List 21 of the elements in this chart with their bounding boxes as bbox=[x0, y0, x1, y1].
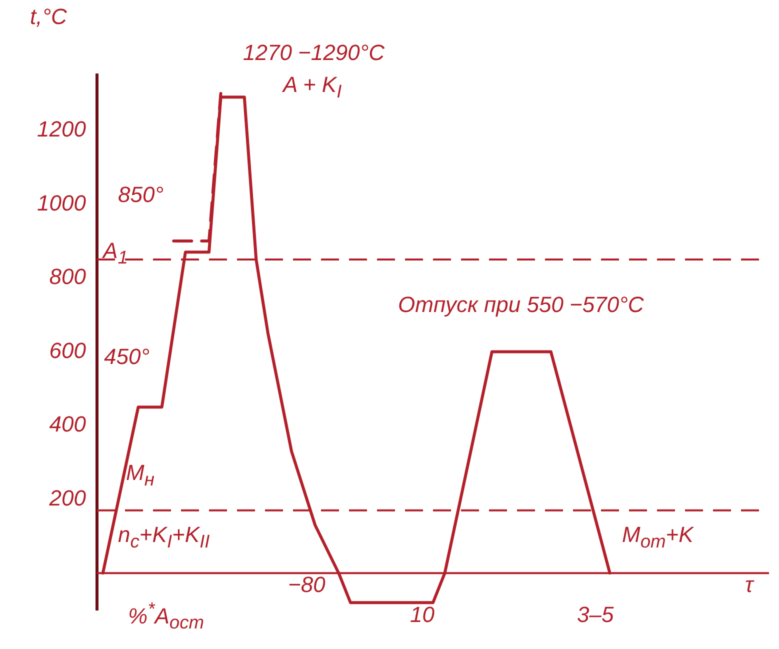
annotation: 450° bbox=[104, 344, 150, 370]
y-tick-label: 600 bbox=[49, 338, 87, 363]
y-tick-label: 800 bbox=[49, 264, 87, 290]
text: 1270 −1290°C bbox=[243, 40, 385, 66]
x-axis-title: τ bbox=[745, 572, 754, 598]
annotation: %$^{*}$A$_{ост}$ bbox=[128, 598, 204, 634]
y-tick-label: 1000 bbox=[37, 190, 87, 216]
annotation: 10 bbox=[410, 602, 434, 628]
annotation: 850° bbox=[118, 182, 164, 208]
y-axis-title: t,°C bbox=[30, 4, 67, 30]
y-tick-label: 200 bbox=[48, 485, 87, 510]
annotation: Отпуск при 550 −570°C bbox=[398, 292, 644, 318]
annotation: −80 bbox=[288, 572, 326, 598]
y-tick-label: 400 bbox=[49, 412, 87, 437]
y-tick-label: 1200 bbox=[37, 116, 87, 142]
annotation: A + K$_{I}$ bbox=[283, 72, 342, 102]
annotation: M$_{от}$+K bbox=[622, 522, 694, 552]
ref-line-label: A$_{1}$ bbox=[103, 238, 128, 268]
ref-line-label: M$_{н}$ bbox=[126, 460, 154, 490]
annotation: 3–5 bbox=[577, 602, 614, 628]
annotation: n$_{c}$+K$_{I}$+K$_{II}$ bbox=[118, 522, 210, 552]
